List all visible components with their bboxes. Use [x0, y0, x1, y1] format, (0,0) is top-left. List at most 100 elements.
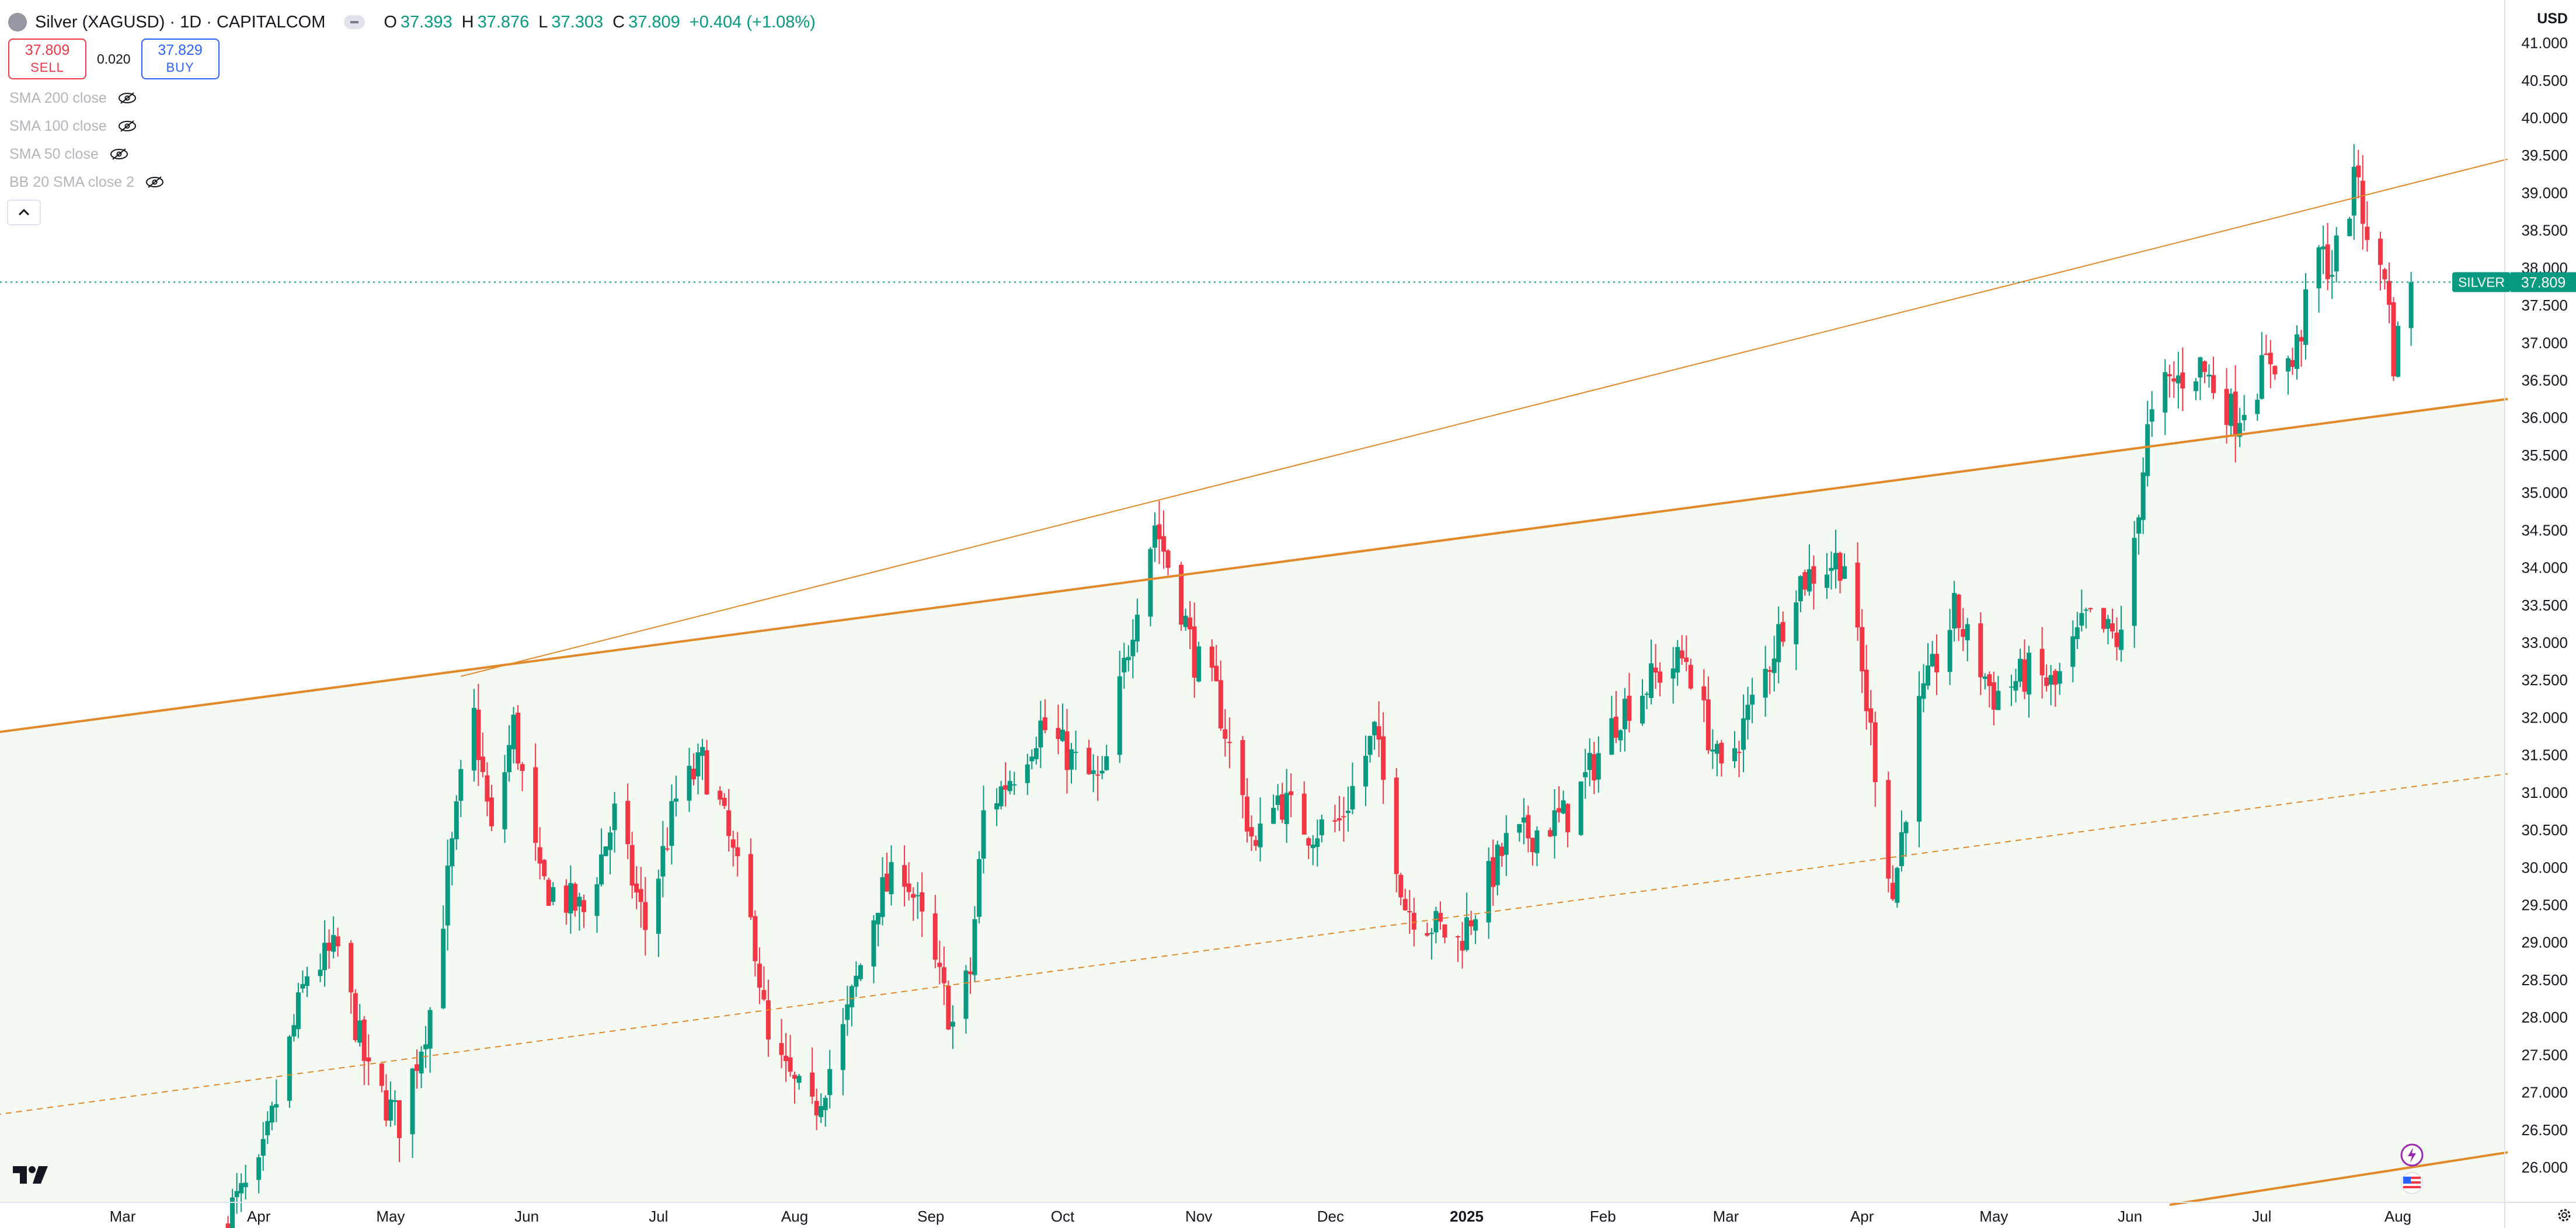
candle — [2382, 267, 2387, 290]
candle — [1961, 608, 1966, 651]
candle — [1223, 709, 1228, 757]
candle — [1895, 867, 1900, 908]
candle — [458, 759, 464, 818]
candle — [1301, 781, 1307, 835]
candle — [2408, 272, 2414, 346]
time-tick-label: 2025 — [1450, 1208, 1484, 1225]
candle — [915, 882, 920, 919]
settings-gear-icon[interactable] — [2555, 1206, 2574, 1224]
price-tick-label: 40.500 — [2521, 72, 2568, 89]
trendline-mid[interactable] — [0, 773, 2508, 1115]
candle — [1767, 666, 1773, 695]
candle — [2202, 360, 2207, 383]
candle — [660, 821, 666, 898]
hidden-eye-icon[interactable] — [109, 148, 129, 161]
candle — [730, 831, 736, 867]
candle — [1306, 836, 1311, 859]
candle — [1394, 768, 1399, 892]
buy-button[interactable]: 37.829 BUY — [141, 39, 220, 79]
candle — [1033, 737, 1039, 765]
candle — [1745, 686, 1750, 740]
time-tick-label: Jun — [2118, 1208, 2142, 1225]
indicator-row[interactable]: SMA 100 close — [9, 114, 137, 138]
candle — [2039, 627, 2045, 699]
lightning-icon[interactable] — [2400, 1143, 2424, 1167]
symbol-title[interactable]: Silver (XAGUSD) · 1D · CAPITALCOM — [35, 12, 326, 32]
price-tick-label: 34.500 — [2521, 521, 2568, 539]
currency-label[interactable]: USD — [2537, 11, 2568, 27]
hidden-eye-icon[interactable] — [145, 176, 165, 189]
candle — [2330, 250, 2335, 299]
candle — [1679, 635, 1684, 665]
candle — [1240, 735, 1245, 819]
candle — [2070, 620, 2076, 683]
time-tick-label: Nov — [1185, 1208, 1212, 1225]
candle — [326, 929, 332, 969]
time-tick-label: May — [1979, 1208, 2008, 1225]
candle — [880, 857, 885, 926]
price-tick-label: 32.500 — [2521, 671, 2568, 689]
indicator-row[interactable]: SMA 200 close — [9, 86, 137, 110]
indicator-row[interactable]: BB 20 SMA close 2 — [9, 170, 165, 194]
candle — [2294, 325, 2299, 380]
candle — [1486, 847, 1491, 939]
candle — [726, 789, 732, 852]
candle — [1214, 645, 1219, 682]
time-tick-label: Oct — [1051, 1208, 1075, 1225]
time-tick-label: May — [376, 1208, 405, 1225]
high-value: 37.876 — [477, 12, 530, 32]
candle — [1165, 549, 1171, 575]
hidden-eye-icon[interactable] — [117, 92, 137, 104]
candle — [608, 826, 613, 875]
hidden-eye-icon[interactable] — [117, 120, 137, 132]
candle — [2299, 330, 2304, 367]
candle — [906, 862, 911, 901]
candle — [577, 892, 582, 931]
candle — [1025, 753, 1030, 796]
price-tick-label: 33.000 — [2521, 634, 2568, 651]
candle — [612, 792, 617, 853]
price-tick-label: 31.500 — [2521, 746, 2568, 764]
candle — [1868, 690, 1874, 745]
candle — [1837, 551, 1843, 594]
price-axis[interactable]: 26.000 26.500 27.000 27.500 28.000 28.500 29.0… — [2521, 34, 2568, 1176]
time-axis[interactable]: Mar Apr May Jun Jul Aug Sep Oct Nov Dec 2025 Feb Mar… — [110, 1208, 2412, 1225]
candle — [2224, 368, 2229, 444]
low-value: 37.303 — [551, 12, 604, 32]
candle — [1381, 712, 1386, 804]
candle — [1899, 810, 1904, 872]
candle — [2356, 149, 2361, 199]
price-tick-label: 36.000 — [2521, 409, 2568, 427]
candle — [1578, 781, 1583, 836]
candle — [1249, 815, 1254, 851]
tradingview-logo-icon[interactable] — [13, 1166, 50, 1184]
time-tick-label: Jul — [2252, 1208, 2271, 1225]
candle — [1565, 803, 1571, 847]
us-flag-icon[interactable] — [2400, 1171, 2424, 1195]
collapse-legend-button[interactable] — [7, 200, 41, 225]
candle — [1315, 819, 1320, 867]
candle — [2074, 612, 2080, 649]
candle — [1530, 838, 1535, 866]
open-value: 37.393 — [400, 12, 452, 32]
indicator-label: SMA 50 close — [9, 145, 99, 162]
candle — [2193, 378, 2198, 400]
candle — [2167, 365, 2172, 398]
candle — [1192, 602, 1197, 698]
sell-button[interactable]: 37.809 SELL — [8, 39, 86, 79]
trendline-bottom[interactable] — [2169, 1151, 2508, 1206]
sell-label: SELL — [30, 60, 64, 75]
trendline-support[interactable] — [0, 397, 2508, 734]
candle — [1982, 673, 1987, 690]
candle — [625, 783, 631, 860]
indicator-row[interactable]: SMA 50 close — [9, 142, 129, 166]
price-tick-label: 36.500 — [2521, 372, 2568, 389]
candle — [1126, 645, 1131, 672]
candle — [2140, 457, 2146, 535]
market-status-icon[interactable] — [344, 15, 365, 29]
trendline-top[interactable] — [461, 158, 2508, 677]
candle — [1244, 778, 1249, 843]
price-tick-label: 37.000 — [2521, 334, 2568, 351]
price-tick-label: 28.500 — [2521, 971, 2568, 989]
